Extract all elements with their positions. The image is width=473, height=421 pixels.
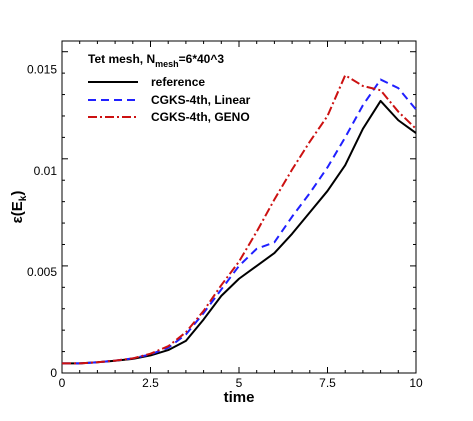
plot-frame — [61, 40, 417, 374]
x-tick-label: 10 — [409, 376, 423, 390]
x-axis: 0 2.5 5 7.5 10 time — [59, 376, 423, 406]
legend-title-main: Tet mesh, N — [88, 52, 155, 66]
y-tick-label: 0.005 — [27, 265, 57, 279]
y-axis-title-close: ) — [9, 191, 26, 196]
x-tick-label: 5 — [236, 376, 243, 390]
legend-title-suffix: =6*40^3 — [179, 52, 225, 66]
y-axis: 0 0.005 0.01 0.015 ε(Ek) — [9, 63, 57, 380]
legend: Tet mesh, Nmesh=6*40^3 reference CGKS-4t… — [88, 52, 251, 124]
y-axis-title: ε(Ek) — [9, 191, 29, 224]
plot-area — [61, 40, 417, 374]
x-tick-label: 2.5 — [142, 376, 159, 390]
x-axis-title: time — [224, 389, 255, 406]
x-tick-label: 7.5 — [319, 376, 336, 390]
y-tick-label: 0.01 — [34, 164, 58, 178]
legend-title: Tet mesh, Nmesh=6*40^3 — [88, 52, 224, 69]
x-tick-label: 0 — [59, 376, 66, 390]
legend-label-linear: CGKS-4th, Linear — [151, 93, 251, 107]
series-line-cgks-4th-geno — [62, 74, 417, 365]
series-layer — [62, 74, 417, 365]
y-axis-title-sub: k — [18, 195, 29, 201]
legend-label-reference: reference — [151, 75, 205, 89]
axis-ticks — [61, 41, 417, 374]
series-line-reference — [62, 99, 417, 365]
legend-title-sub: mesh — [155, 59, 179, 69]
y-tick-label: 0.015 — [27, 63, 57, 77]
legend-label-geno: CGKS-4th, GENO — [151, 110, 250, 124]
y-axis-title-main: ε(E — [9, 201, 26, 223]
y-tick-label: 0 — [50, 366, 57, 380]
